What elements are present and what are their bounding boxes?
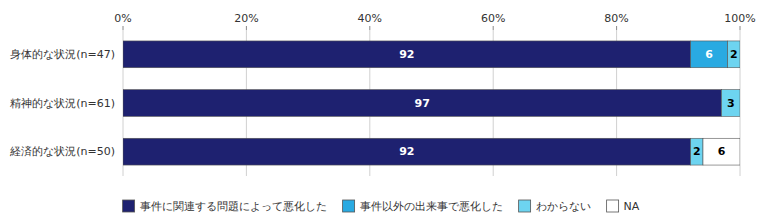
bars	[123, 41, 740, 165]
tick-label: 80%	[604, 12, 628, 25]
tick-mark	[740, 26, 741, 30]
legend-label: 事件以外の出来事で悪化した	[360, 200, 503, 213]
data-labels: 92 2 6 97 3 92 6 2	[399, 48, 737, 158]
tick-label: 0%	[114, 12, 131, 25]
bar-segment	[691, 138, 703, 165]
tick-mark	[246, 26, 247, 30]
legend-swatch	[123, 200, 135, 212]
legend-item: 事件に関連する問題によって悪化した	[123, 200, 327, 213]
legend: 事件に関連する問題によって悪化した 事件以外の出来事で悪化した わからない NA	[123, 200, 640, 213]
bar-segment	[123, 138, 691, 165]
category-label: 経済的な状況(n=50)	[9, 145, 115, 158]
tick-mark	[493, 26, 494, 30]
legend-item: 事件以外の出来事で悪化した	[343, 200, 503, 213]
data-label: 6	[718, 145, 726, 158]
x-axis: 0% 20% 40% 60% 80% 100%	[114, 12, 755, 30]
legend-item: NA	[607, 200, 640, 213]
data-label: 92	[399, 145, 414, 158]
legend-label: 事件に関連する問題によって悪化した	[140, 200, 327, 213]
data-label: 2	[730, 48, 738, 61]
legend-swatch	[607, 200, 619, 212]
legend-swatch	[519, 200, 531, 212]
data-label: 2	[693, 145, 701, 158]
data-label: 97	[415, 97, 430, 110]
legend-item: わからない	[519, 200, 591, 213]
category-label: 精神的な状況(n=61)	[10, 97, 115, 110]
grid	[123, 30, 740, 176]
data-label: 3	[727, 97, 735, 110]
tick-mark	[369, 26, 370, 30]
legend-swatch	[343, 200, 355, 212]
tick-label: 40%	[358, 12, 382, 25]
bar-segment	[691, 41, 728, 68]
legend-label: NA	[624, 200, 640, 213]
data-label: 6	[705, 48, 713, 61]
chart: 0% 20% 40% 60% 80% 100% 92 2 6 97 3 92 6 2 経済的な状況(n=50…	[0, 0, 762, 222]
bar-segment	[123, 90, 721, 117]
legend-label: わからない	[536, 200, 591, 213]
bar-segment	[728, 41, 740, 68]
bar-segment	[123, 41, 691, 68]
tick-label: 60%	[481, 12, 505, 25]
bar-segment	[721, 90, 740, 117]
tick-mark	[123, 26, 124, 30]
tick-label: 20%	[234, 12, 258, 25]
data-label: 92	[399, 48, 414, 61]
bar-segment	[703, 138, 740, 165]
tick-label: 100%	[724, 12, 755, 25]
tick-mark	[616, 26, 617, 30]
category-label: 身体的な状況(n=47)	[10, 48, 115, 61]
